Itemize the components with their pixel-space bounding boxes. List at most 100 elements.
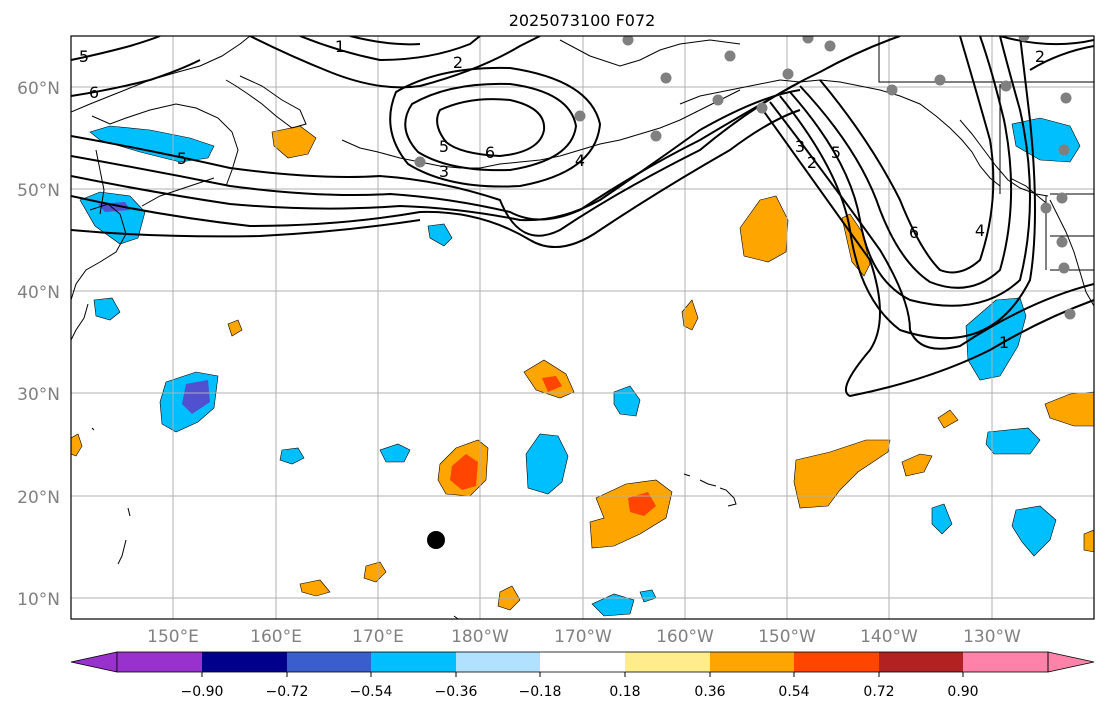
station-marker (1064, 308, 1076, 320)
colorbar-tick: −0.36 (435, 684, 478, 700)
shaded-anomaly-areas (71, 117, 1094, 617)
colorbar-tick: 0.18 (609, 684, 640, 700)
blue-area (427, 223, 453, 247)
lon-label: 150°E (147, 627, 199, 647)
blue-area (93, 297, 121, 321)
contour-label: 6 (909, 223, 919, 242)
orange-area (589, 479, 673, 549)
blue-area (965, 297, 1027, 381)
orange-area (1083, 529, 1094, 553)
red-area (542, 376, 562, 392)
lat-label: 20°N (17, 488, 60, 508)
colorbar-segment (710, 652, 794, 672)
alaska-south-coast (679, 79, 1001, 187)
blue-area (525, 433, 569, 495)
contour-east (999, 36, 1094, 46)
station-marker (1018, 36, 1030, 42)
contour-line (71, 59, 201, 97)
station-marker (1000, 80, 1012, 92)
station-marker (1058, 144, 1070, 156)
orange-area (299, 579, 331, 597)
colorbar-segment (540, 652, 625, 672)
orange-area (71, 433, 83, 457)
pacific-atolls (91, 427, 459, 619)
blue-area (931, 503, 953, 535)
orange-area (901, 453, 933, 477)
lat-label: 10°N (17, 590, 60, 610)
station-marker (660, 72, 672, 84)
station-marker (1060, 92, 1072, 104)
lon-label: 170°W (554, 627, 612, 647)
station-marker (650, 130, 662, 142)
longitude-labels: 150°E 160°E 170°E 180°W 170°W 160°W 150°… (147, 627, 1021, 647)
storm-position-marker (427, 531, 445, 549)
contour-line (349, 36, 421, 46)
contour-line (71, 36, 161, 61)
colorbar-segment (371, 652, 456, 672)
sea-of-okhotsk-coast (91, 103, 239, 187)
colorbar: −0.90 −0.72 −0.54 −0.36 −0.18 0.18 0.36 … (70, 651, 1095, 700)
asia-coastline (71, 36, 251, 113)
red-area (628, 492, 656, 516)
contour-ridge (769, 101, 1094, 350)
lat-label: 40°N (17, 283, 60, 303)
graticule (71, 36, 1094, 619)
contour-label: 5 (177, 149, 187, 168)
purple-area (182, 380, 210, 414)
lon-label: 150°W (758, 627, 816, 647)
contour-label: 6 (485, 143, 495, 162)
colorbar-tick: −0.18 (519, 684, 562, 700)
colorbar-extend-high (1047, 651, 1095, 673)
map-frame (70, 35, 1095, 620)
station-marker (782, 68, 794, 80)
colorbar-segment (117, 652, 202, 672)
hawaii-islands (683, 473, 737, 507)
lon-label: 130°W (963, 627, 1021, 647)
map-title: 2025073100 F072 (509, 11, 656, 30)
lon-label: 140°W (860, 627, 918, 647)
orange-area (227, 319, 243, 337)
kuril-islands (141, 177, 215, 207)
contour-trough (819, 36, 995, 274)
vancouver-island (1009, 177, 1051, 207)
red-area (450, 454, 478, 490)
colorbar-segment (963, 652, 1048, 672)
station-marker (824, 40, 836, 52)
contour-label: 2 (453, 53, 463, 72)
contour-line (71, 89, 801, 222)
orange-area (937, 409, 959, 429)
contour-low-outer (404, 82, 578, 172)
station-marker (802, 36, 814, 44)
contour-line (249, 36, 541, 89)
contour-low-inner (436, 98, 546, 158)
blue-area (279, 447, 305, 465)
kamchatka-coastline (225, 75, 307, 129)
blue-area (639, 589, 657, 603)
colorbar-tick: 0.54 (778, 684, 809, 700)
station-marker (886, 84, 898, 96)
lon-label: 180°W (451, 627, 509, 647)
colorbar-segment (625, 652, 710, 672)
station-marker (934, 74, 946, 86)
contour-label: 3 (439, 162, 449, 181)
latitude-labels: 60°N 50°N 40°N 30°N 20°N 10°N (17, 79, 60, 610)
contour-trough (789, 36, 1031, 307)
blue-area (89, 125, 215, 163)
canada-coast (959, 119, 1049, 197)
contour-label: 5 (79, 47, 89, 66)
station-marker (574, 110, 586, 122)
contour-ridge (759, 105, 1094, 398)
contour-label: 3 (795, 137, 805, 156)
contour-line (71, 219, 421, 238)
lat-label: 60°N (17, 79, 60, 99)
station-marker (1056, 236, 1068, 248)
orange-area (681, 299, 699, 331)
colorbar-segment (456, 652, 540, 672)
contour-label: 4 (975, 221, 985, 240)
lon-label: 160°W (656, 627, 714, 647)
japan-east (71, 303, 89, 341)
orange-area (271, 125, 317, 159)
contour-label: 1 (335, 37, 345, 56)
blue-area (591, 593, 635, 617)
